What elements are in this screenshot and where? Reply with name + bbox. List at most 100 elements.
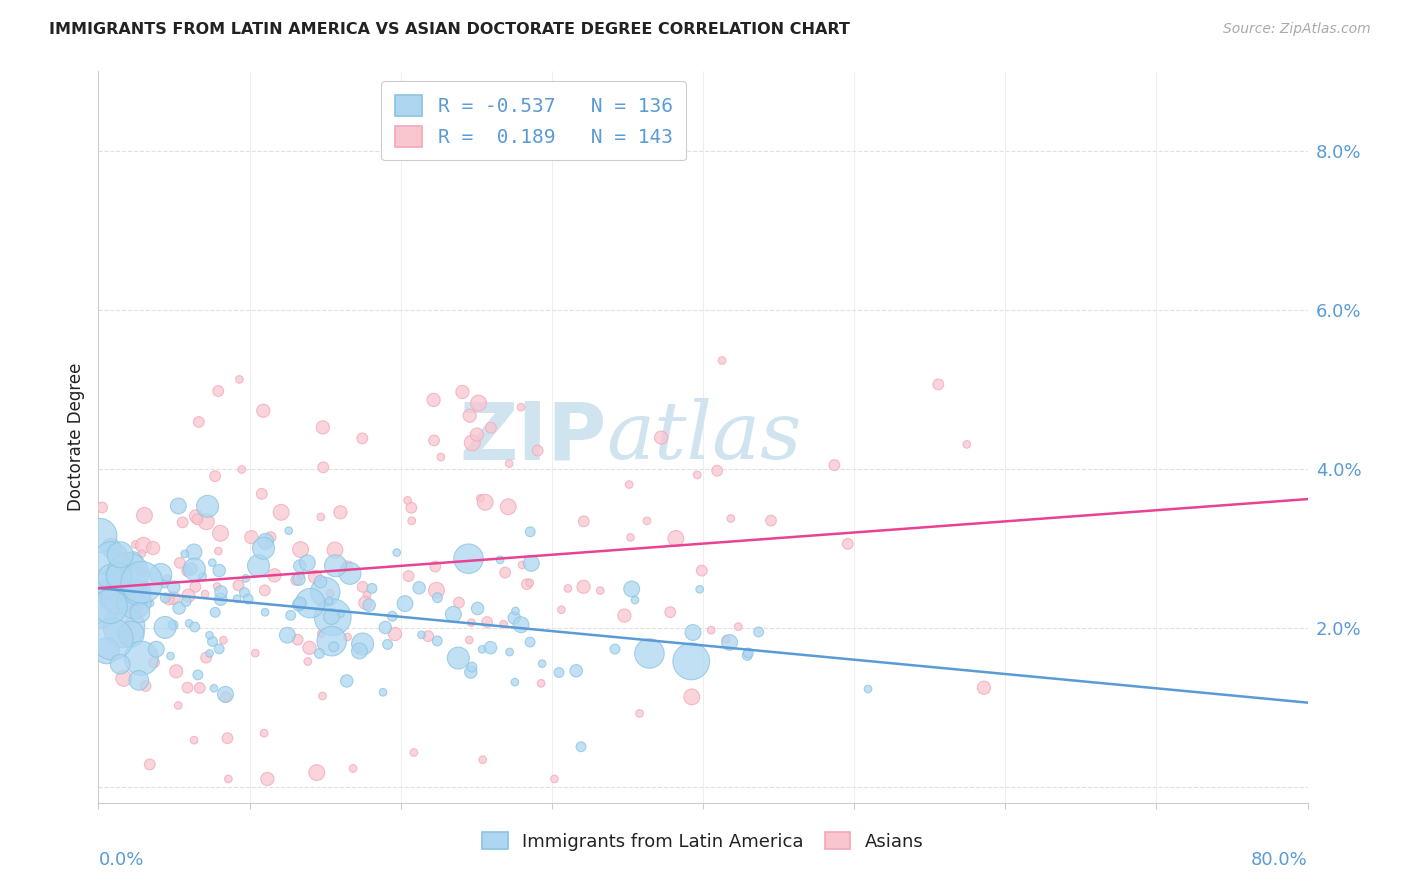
Point xyxy=(208,564,231,578)
Point xyxy=(498,457,520,471)
Point xyxy=(465,427,488,442)
Point xyxy=(125,588,148,602)
Point xyxy=(167,698,190,713)
Point xyxy=(108,569,131,583)
Point xyxy=(285,573,308,587)
Point xyxy=(377,637,399,651)
Point xyxy=(96,644,118,658)
Point xyxy=(131,564,153,578)
Point xyxy=(118,615,141,629)
Point xyxy=(624,593,647,607)
Point xyxy=(131,547,153,561)
Point xyxy=(167,499,190,513)
Point xyxy=(290,569,312,583)
Point xyxy=(479,640,502,655)
Point xyxy=(347,642,370,657)
Point xyxy=(748,624,770,639)
Point xyxy=(290,542,312,557)
Point xyxy=(143,656,166,670)
Point xyxy=(277,524,299,538)
Point xyxy=(287,598,309,612)
Point xyxy=(498,645,520,659)
Point xyxy=(217,772,239,786)
Point xyxy=(352,580,374,594)
Point xyxy=(336,673,359,688)
Point xyxy=(352,637,374,651)
Point xyxy=(354,596,377,610)
Point xyxy=(121,554,143,568)
Point xyxy=(288,559,311,574)
Point xyxy=(339,566,361,581)
Point xyxy=(304,570,326,584)
Point xyxy=(208,641,231,656)
Point xyxy=(191,569,214,583)
Point xyxy=(496,500,519,514)
Point xyxy=(927,377,949,392)
Point xyxy=(184,620,207,634)
Point xyxy=(394,597,416,611)
Point xyxy=(628,706,651,721)
Point xyxy=(252,541,274,556)
Point xyxy=(298,640,321,655)
Point xyxy=(638,647,661,661)
Point xyxy=(361,582,384,596)
Point xyxy=(396,493,419,508)
Point xyxy=(280,608,302,623)
Point xyxy=(201,634,224,648)
Point xyxy=(470,491,492,506)
Point xyxy=(686,467,709,482)
Point xyxy=(263,568,285,582)
Point xyxy=(371,685,394,699)
Point xyxy=(681,654,703,668)
Point xyxy=(620,582,643,596)
Point xyxy=(177,589,200,603)
Point xyxy=(163,580,186,594)
Point xyxy=(447,651,470,665)
Point xyxy=(122,594,145,608)
Point xyxy=(228,372,250,386)
Point xyxy=(183,562,205,576)
Text: IMMIGRANTS FROM LATIN AMERICA VS ASIAN DOCTORATE DEGREE CORRELATION CHART: IMMIGRANTS FROM LATIN AMERICA VS ASIAN D… xyxy=(49,22,851,37)
Point xyxy=(323,543,346,558)
Point xyxy=(572,514,595,528)
Point xyxy=(142,541,165,555)
Point xyxy=(457,551,479,566)
Point xyxy=(259,530,281,544)
Point xyxy=(253,726,276,740)
Point xyxy=(311,689,333,703)
Point xyxy=(336,630,359,644)
Point xyxy=(256,772,278,786)
Point xyxy=(408,581,430,595)
Point xyxy=(530,676,553,690)
Point xyxy=(155,591,177,605)
Point xyxy=(139,757,162,772)
Point xyxy=(461,435,484,450)
Point xyxy=(197,500,219,514)
Point xyxy=(111,589,134,603)
Point xyxy=(613,608,636,623)
Point xyxy=(187,415,209,429)
Point xyxy=(204,605,226,619)
Point xyxy=(557,582,579,596)
Point xyxy=(188,681,211,695)
Point xyxy=(209,585,232,599)
Point xyxy=(309,510,332,524)
Point xyxy=(682,625,704,640)
Point xyxy=(494,566,516,580)
Point xyxy=(565,664,588,678)
Point xyxy=(401,500,423,515)
Point xyxy=(183,733,205,747)
Point xyxy=(384,627,406,641)
Point xyxy=(308,647,330,661)
Point xyxy=(458,409,481,423)
Point xyxy=(510,400,533,414)
Point xyxy=(711,353,734,368)
Point xyxy=(451,384,474,399)
Point xyxy=(209,592,232,607)
Point xyxy=(402,746,425,760)
Point xyxy=(312,420,335,434)
Point xyxy=(235,571,257,585)
Point xyxy=(117,569,139,583)
Point xyxy=(321,609,343,624)
Point xyxy=(503,675,526,690)
